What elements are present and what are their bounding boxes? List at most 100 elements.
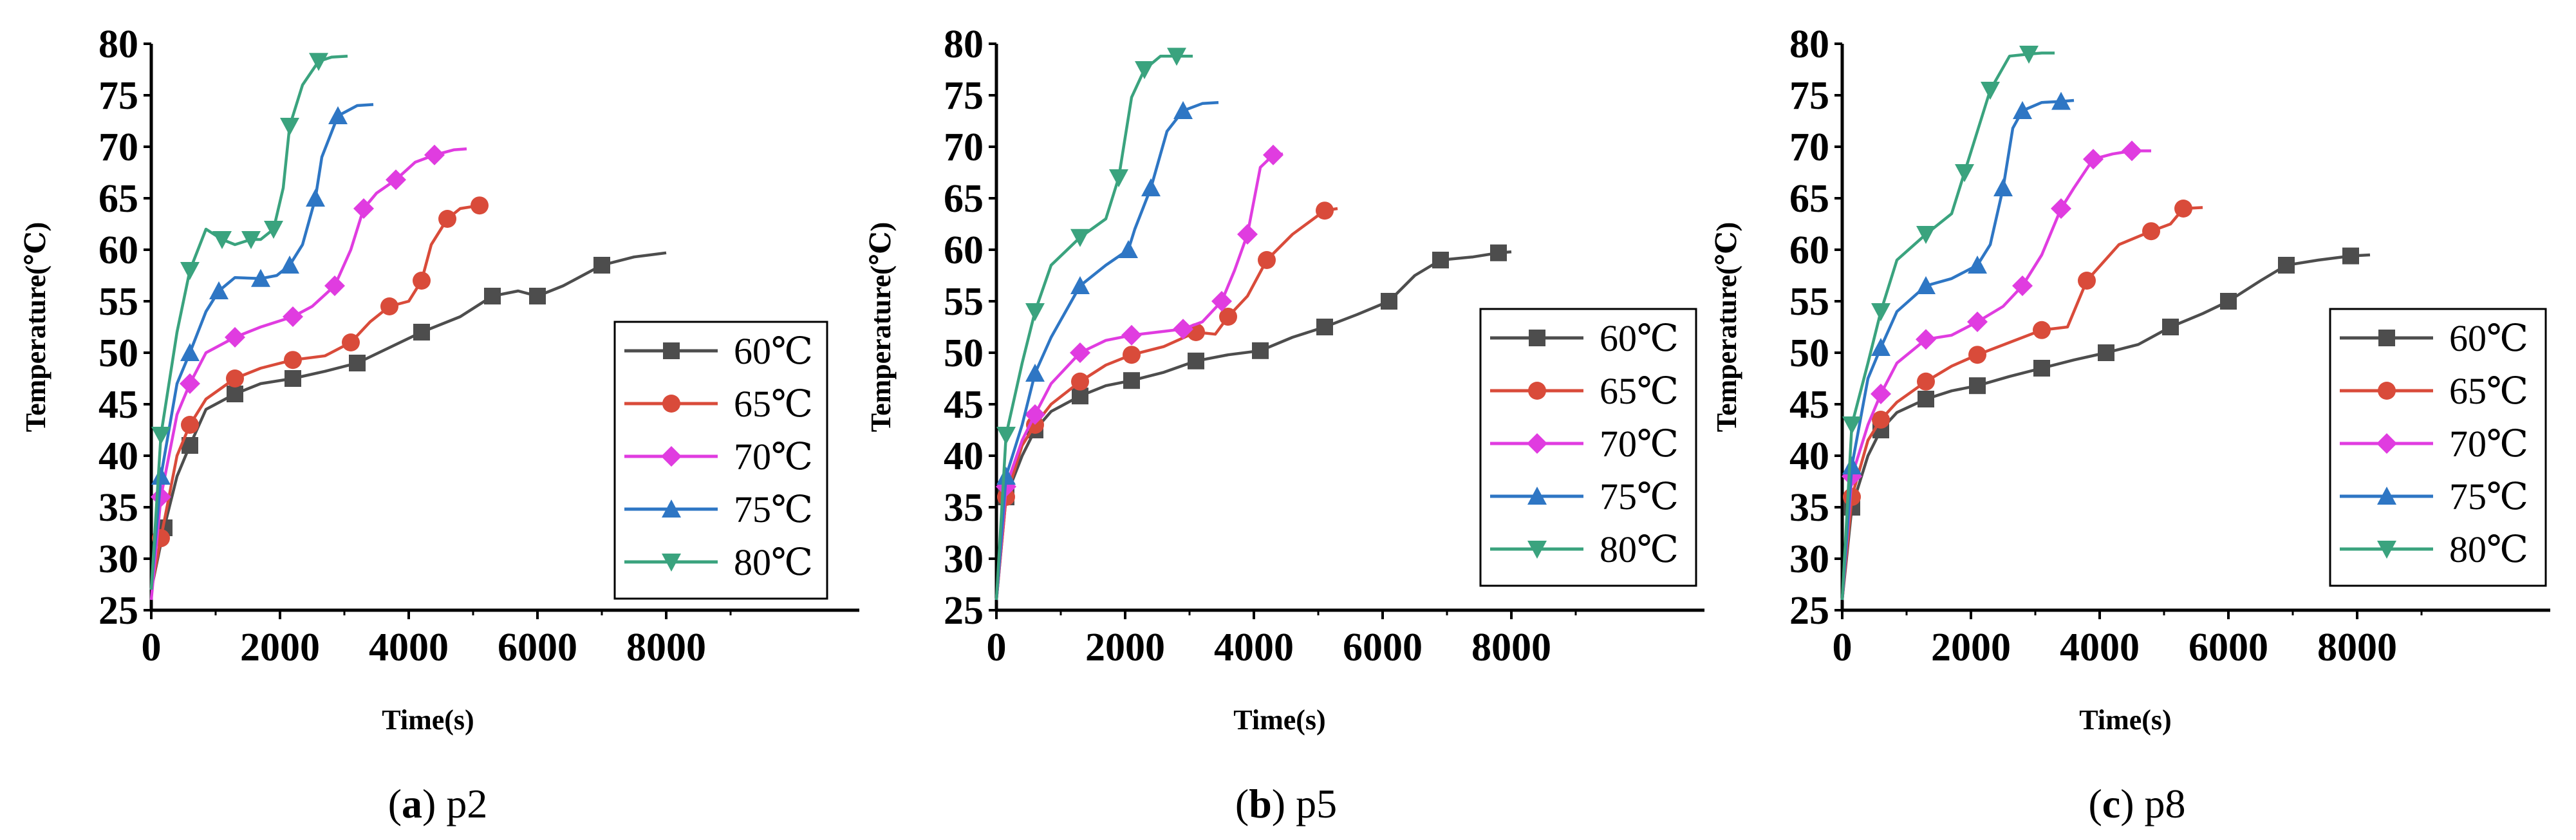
y-tick-label: 60 [98, 229, 138, 272]
data-point-60 [2098, 344, 2114, 361]
y-tick-label: 40 [98, 434, 138, 478]
legend-label: 80℃ [1600, 528, 1679, 570]
x-tick-label: 8000 [626, 626, 706, 669]
data-point-70 [386, 169, 406, 191]
data-point-80 [309, 53, 328, 71]
data-point-70 [283, 306, 303, 327]
data-point-60 [2162, 319, 2179, 335]
data-point-75 [1993, 178, 2013, 196]
panel-caption: (c) p8 [2088, 781, 2185, 826]
x-tick-label: 4000 [2060, 626, 2140, 669]
legend-label: 65℃ [734, 383, 813, 425]
legend-label: 65℃ [2449, 370, 2528, 412]
legend-marker [663, 342, 680, 359]
series-line-80 [994, 54, 1193, 601]
data-point-60 [1490, 244, 1507, 261]
legend-marker [1527, 487, 1547, 505]
data-point-65 [342, 333, 360, 351]
data-point-75 [180, 343, 200, 361]
data-point-75 [2013, 101, 2032, 119]
y-tick-label: 45 [944, 383, 984, 427]
legend-box [613, 321, 828, 600]
data-point-60 [1432, 252, 1449, 268]
data-point-80 [1981, 82, 2000, 100]
data-point-65 [1872, 411, 1890, 429]
data-point-70 [1070, 342, 1090, 363]
series-75 [1840, 91, 2075, 601]
legend-label: 70℃ [1600, 423, 1679, 465]
data-point-65 [284, 351, 302, 369]
data-point-60 [349, 355, 366, 371]
x-tick-label: 0 [142, 626, 162, 669]
series-65 [994, 201, 1338, 601]
data-point-65 [1968, 346, 1986, 364]
data-point-65 [226, 369, 244, 387]
y-tick-label: 75 [98, 74, 138, 118]
panel-b-chart: 25 30 35 40 45 50 55 60 65 70 75 80 0 2000 4000 6000 800… [865, 23, 1704, 826]
x-axis-title: Time(s) [2079, 704, 2171, 736]
data-point-70 [1025, 404, 1045, 425]
x-tick-label: 2000 [1085, 626, 1165, 669]
data-point-75 [328, 106, 348, 124]
data-point-80 [1109, 169, 1128, 187]
legend-marker [2378, 330, 2395, 346]
data-point-65 [181, 416, 199, 434]
data-point-80 [180, 262, 200, 280]
y-tick-label: 45 [1789, 383, 1829, 427]
y-tick-label: 70 [944, 126, 984, 169]
data-point-60 [1381, 293, 1397, 310]
data-point-65 [413, 272, 431, 290]
data-point-75 [251, 268, 270, 287]
data-point-80 [1916, 226, 1936, 244]
legend-label: 75℃ [1600, 476, 1679, 518]
data-point-80 [1167, 48, 1186, 66]
x-tick-label: 2000 [240, 626, 320, 669]
data-point-75 [280, 256, 299, 274]
panel-c-chart: 25 30 35 40 45 50 55 60 65 70 75 80 0 2000 4000 6000 800… [1711, 23, 2550, 826]
series-70 [149, 144, 467, 601]
data-point-70 [1916, 329, 1936, 350]
data-point-70 [1211, 291, 1232, 312]
data-point-80 [264, 221, 283, 239]
y-tick-label: 65 [1789, 177, 1829, 221]
series-line-65 [994, 207, 1338, 601]
data-point-65 [1917, 372, 1935, 391]
y-tick-label: 30 [944, 537, 984, 581]
y-tick-label: 60 [944, 229, 984, 272]
data-point-70 [2083, 149, 2104, 170]
data-point-75 [1070, 276, 1090, 294]
data-point-70 [1263, 144, 1283, 165]
legend-label: 75℃ [2449, 476, 2528, 518]
legend-marker [662, 395, 680, 413]
y-tick-label: 75 [944, 74, 984, 118]
data-point-75 [1025, 364, 1045, 382]
y-tick-label: 65 [944, 177, 984, 221]
data-point-70 [324, 275, 345, 296]
data-point-80 [1871, 303, 1890, 321]
y-tick-label: 55 [944, 280, 984, 324]
y-tick-label: 25 [1789, 589, 1829, 633]
data-point-60 [1252, 342, 1269, 359]
y-tick-label: 80 [98, 23, 138, 66]
legend-label: 80℃ [2449, 528, 2528, 570]
data-point-65 [1123, 346, 1141, 364]
series-line-60 [1840, 253, 2371, 601]
data-point-65 [1258, 251, 1276, 269]
data-point-80 [1070, 229, 1090, 247]
data-point-60 [1188, 352, 1204, 369]
legend-label: 65℃ [1600, 370, 1679, 412]
data-point-60 [413, 324, 430, 341]
legend-marker [662, 554, 681, 572]
data-point-80 [280, 118, 299, 136]
series-80 [149, 53, 348, 590]
series-line-70 [994, 152, 1283, 601]
data-point-60 [1316, 319, 1333, 335]
data-point-60 [1918, 391, 1934, 407]
series-60 [1840, 247, 2371, 601]
y-tick-label: 80 [944, 23, 984, 66]
data-point-70 [1967, 312, 1988, 332]
series-70 [994, 144, 1283, 601]
series-line-60 [149, 251, 667, 590]
data-point-75 [306, 189, 325, 207]
data-point-60 [2278, 257, 2295, 274]
